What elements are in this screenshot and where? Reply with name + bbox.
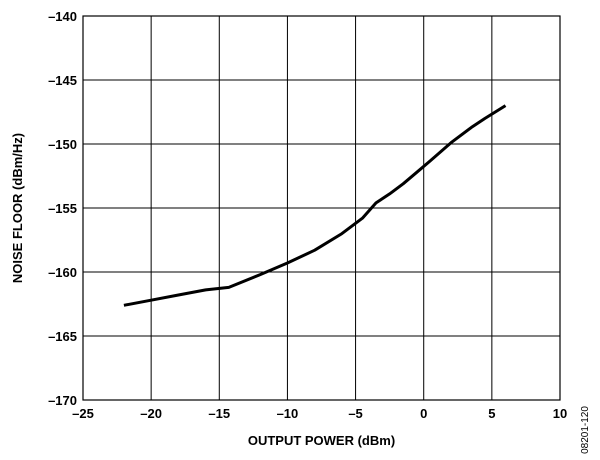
y-tick-label: –170	[48, 393, 77, 408]
y-tick-label: –165	[48, 329, 77, 344]
y-axis-label: NOISE FLOOR (dBm/Hz)	[10, 133, 25, 283]
grid-lines	[82, 15, 561, 401]
series-line	[123, 104, 507, 307]
tick-labels: –25 –20 –15 –10 –5 0 5 10 –140 –145 –150 –155 –160 –1…	[48, 9, 567, 421]
x-tick-label: –25	[72, 406, 94, 421]
x-tick-label: –20	[140, 406, 162, 421]
x-tick-label: 5	[488, 406, 495, 421]
x-tick-label: 0	[420, 406, 427, 421]
y-tick-label: –145	[48, 73, 77, 88]
series-group	[123, 104, 507, 307]
x-tick-label: –5	[348, 406, 362, 421]
x-tick-label: 10	[553, 406, 567, 421]
plot-frame	[82, 15, 561, 401]
y-tick-label: –150	[48, 137, 77, 152]
figure-code: 08201-120	[580, 406, 591, 454]
y-tick-label: –155	[48, 201, 77, 216]
y-tick-label: –160	[48, 265, 77, 280]
y-tick-label: –140	[48, 9, 77, 24]
x-tick-label: –10	[277, 406, 299, 421]
x-tick-label: –15	[208, 406, 230, 421]
x-axis-label: OUTPUT POWER (dBm)	[248, 433, 395, 448]
